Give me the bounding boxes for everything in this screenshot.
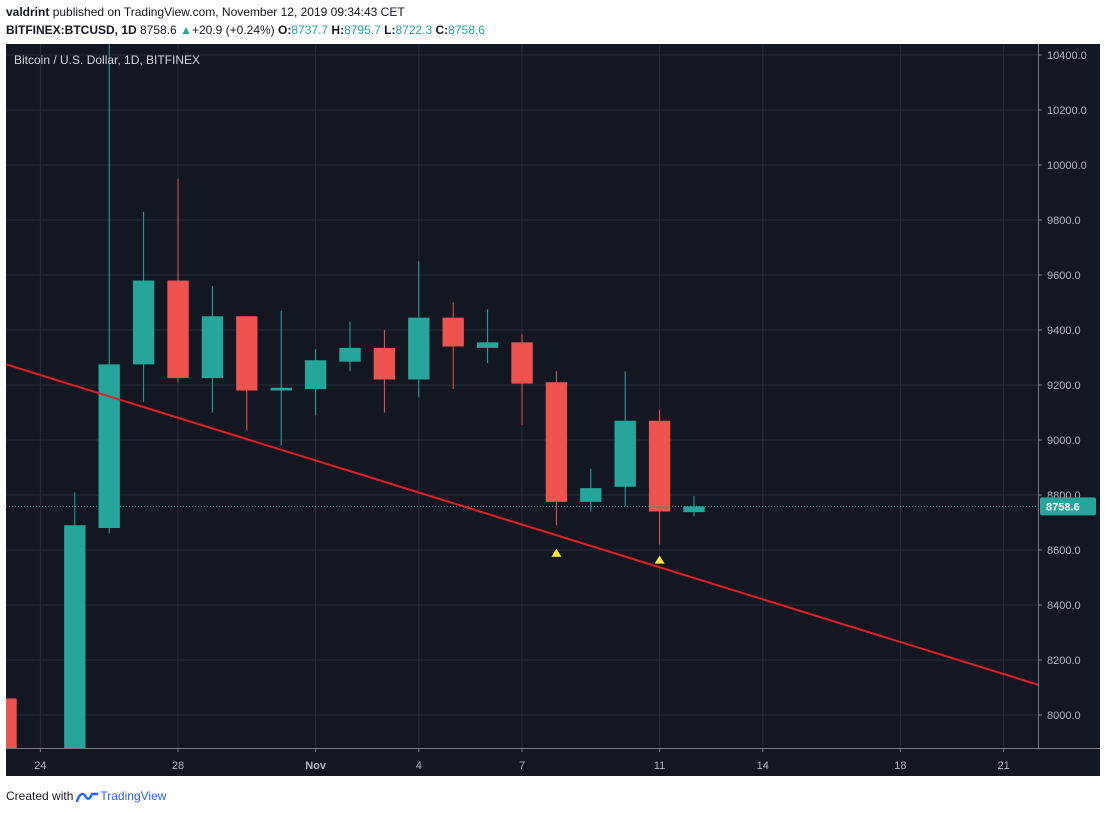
marker-triangle-icon — [551, 548, 562, 557]
time-tick-label: 18 — [894, 760, 906, 772]
last-price-badge-label: 8758.6 — [1046, 501, 1080, 513]
candle — [304, 349, 327, 416]
price-tick-label: 9600.0 — [1047, 270, 1081, 282]
time-tick-label: 21 — [997, 760, 1009, 772]
candle — [64, 492, 86, 748]
open-value: 8737.7 — [291, 23, 329, 37]
time-tick-label: 11 — [654, 760, 665, 772]
axes: 8000.08200.08400.08600.08800.09000.09200… — [6, 44, 1100, 772]
trendline — [6, 363, 1038, 686]
candle-body — [236, 316, 258, 391]
symbol-label: BITFINEX:BTCUSD, 1D — [6, 23, 137, 37]
price-tick-label: 9000.0 — [1047, 435, 1081, 447]
candle-body — [614, 420, 636, 487]
candle-body — [167, 280, 189, 379]
candle-body — [442, 317, 464, 347]
candle-body — [270, 387, 292, 391]
candle-body — [511, 342, 533, 384]
time-tick-label: 4 — [416, 760, 422, 772]
price-tick-label: 9200.0 — [1047, 380, 1081, 392]
open-label: O: — [278, 23, 292, 37]
high-label: H: — [331, 23, 345, 37]
candle-body — [339, 347, 361, 362]
published-text: published on TradingView.com, November 1… — [52, 5, 405, 19]
candle — [6, 698, 17, 748]
drawings — [6, 363, 1038, 686]
candle — [614, 371, 636, 506]
candle — [201, 286, 224, 413]
time-tick-label: 7 — [519, 760, 525, 772]
candle — [476, 309, 499, 363]
candle — [408, 261, 430, 398]
price-axis-background — [1038, 44, 1100, 748]
candle-body — [408, 317, 430, 380]
candle-body — [648, 420, 671, 512]
candle — [545, 371, 568, 526]
candle-body — [373, 347, 396, 380]
candle — [236, 316, 258, 431]
candle — [98, 44, 120, 534]
candle — [167, 178, 189, 383]
time-axis-background — [6, 748, 1100, 776]
candle — [442, 302, 464, 390]
time-tick-label: Nov — [305, 760, 327, 772]
candle-body — [132, 280, 155, 365]
candle-body — [64, 525, 86, 748]
price-tick-label: 9400.0 — [1047, 325, 1081, 337]
candle-body — [98, 364, 120, 528]
low-value: 8722.3 — [395, 23, 433, 37]
price-tick-label: 8400.0 — [1047, 600, 1081, 612]
symbol-info: BITFINEX:BTCUSD, 1D 8758.6 ▲+20.9 (+0.24… — [6, 23, 485, 39]
price-tick-label: 8000.0 — [1047, 710, 1081, 722]
candle-body — [201, 316, 224, 379]
candle — [339, 321, 361, 372]
chart-title: Bitcoin / U.S. Dollar, 1D, BITFINEX — [14, 53, 200, 67]
candle-body — [304, 360, 327, 390]
time-tick-label: 28 — [172, 760, 184, 772]
publish-info: valdrint published on TradingView.com, N… — [6, 5, 405, 21]
tradingview-logo-icon — [76, 792, 99, 803]
candle — [580, 468, 602, 512]
marker-triangle-icon — [654, 555, 665, 564]
price-tick-label: 8600.0 — [1047, 545, 1081, 557]
price-tick-label: 10000.0 — [1047, 160, 1087, 172]
last-price-badge — [1040, 497, 1096, 516]
low-label: L: — [384, 23, 396, 37]
price-change: +20.9 (+0.24%) — [191, 23, 275, 37]
close-label: C: — [435, 23, 449, 37]
candle — [132, 211, 155, 402]
candle-body — [545, 382, 568, 502]
up-arrow-icon: ▲ — [180, 23, 192, 37]
candle — [373, 330, 396, 413]
price-tick-label: 9800.0 — [1047, 215, 1081, 227]
candle — [648, 409, 671, 545]
candle-body — [476, 342, 499, 348]
candle-body — [683, 506, 705, 513]
price-tick-label: 10400.0 — [1047, 50, 1087, 62]
tradingview-link[interactable]: TradingView — [100, 789, 167, 803]
time-tick-label: 24 — [34, 760, 46, 772]
price-tick-label: 10200.0 — [1047, 105, 1087, 117]
high-value: 8795.7 — [344, 23, 381, 37]
price-tick-label: 8200.0 — [1047, 655, 1081, 667]
author-name[interactable]: valdrint — [6, 5, 50, 19]
candle-body — [6, 698, 17, 748]
footer: Created with TradingView — [6, 788, 166, 804]
candles — [6, 44, 705, 748]
created-with-text: Created with — [6, 789, 74, 803]
candle — [511, 334, 533, 425]
time-tick-label: 14 — [757, 760, 769, 772]
close-value: 8758.6 — [448, 23, 485, 37]
candle-body — [580, 488, 602, 502]
candle — [270, 310, 292, 446]
last-price: 8758.6 — [140, 23, 177, 37]
